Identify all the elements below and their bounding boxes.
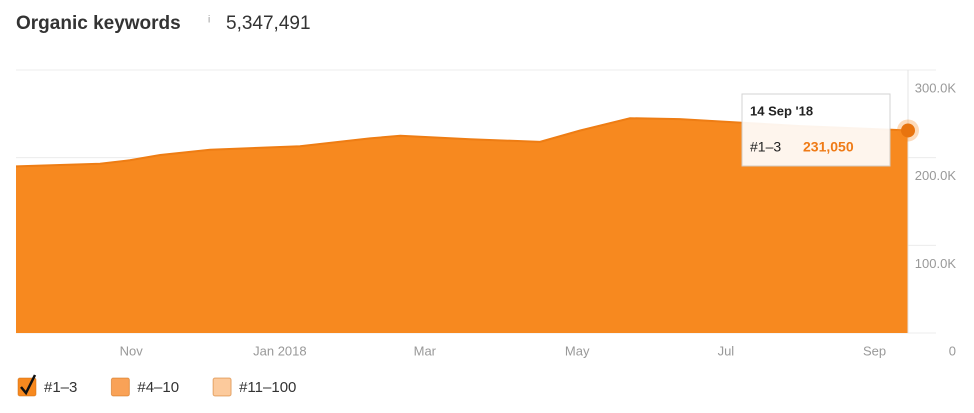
legend-label[interactable]: #4–10 [137, 379, 179, 396]
tooltip-date: 14 Sep '18 [750, 103, 813, 118]
tooltip-series: #1–3 [750, 139, 781, 155]
legend-label[interactable]: #11–100 [239, 379, 296, 396]
x-tick-label: Jul [718, 343, 735, 358]
total: 5,347,491 [226, 13, 311, 34]
y-tick-label: 200.0K [915, 168, 957, 183]
chart-title: Organic keywords [16, 13, 181, 34]
y-tick-label: 300.0K [915, 80, 957, 95]
info-icon[interactable]: i [208, 15, 210, 26]
x-tick-label: Sep [863, 343, 886, 358]
x-tick-label: Jan 2018 [253, 343, 307, 358]
legend-label[interactable]: #1–3 [44, 379, 77, 396]
legend-check [20, 374, 37, 396]
legend-checkbox[interactable] [212, 377, 232, 397]
x-tick-label: Nov [120, 343, 144, 358]
tooltip-box [741, 93, 891, 167]
x-tick-label: Mar [414, 343, 437, 358]
tooltip-value: 231,050 [803, 139, 854, 155]
y-tick-label: 100.0K [915, 256, 957, 271]
area [16, 118, 908, 333]
area-line [15, 117, 909, 168]
legend-checkbox[interactable] [110, 377, 130, 397]
x-tick-label: May [565, 343, 590, 358]
y-tick-label: 0 [949, 343, 956, 358]
tooltip-dot [901, 123, 915, 138]
